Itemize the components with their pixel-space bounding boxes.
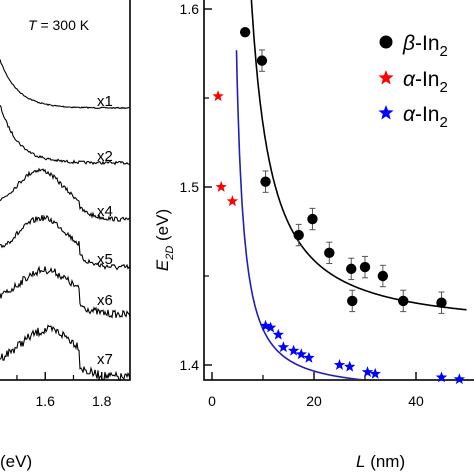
scale-factor-label: x1 [97,93,113,110]
right-y-axis-label: E2D (eV) [153,209,176,271]
alpha-in2-blue-point [303,351,315,363]
fit-curves [235,0,467,379]
beta-in2-point [324,247,335,259]
beta-in2-point [377,270,389,282]
spectrum-trace [0,167,131,223]
left-x-axis-label: (eV) [0,452,32,471]
scale-factor-label: x7 [97,351,113,368]
beta-in2-point [436,297,447,308]
left-panel: T = 300 K x1 x2 x4 x5 x6 x7 1.6 1.8 (eV) [0,0,131,471]
alpha-in2-blue-point [295,348,307,360]
right-y-tick-label: 1.6 [180,1,200,17]
beta-in2-point [398,295,409,307]
right-x-tick-label: 0 [208,393,216,409]
beta-in2-point [359,261,371,273]
spectrum-trace [0,324,131,382]
alpha-in2-blue-point [277,341,290,353]
data-points [212,26,466,385]
alpha-in2-blue-point [435,371,448,383]
spectrum-trace [0,104,131,166]
legend-label: α-In2 [403,68,448,96]
right-panel: 1.4 1.5 1.6 0 20 40 E2D (eV) L (nm) β-In2 α-In… [153,0,474,471]
left-x-ticks: 1.6 1.8 [16,372,112,409]
alpha-in2-blue-point [361,366,374,377]
right-x-tick-label: 20 [306,393,322,409]
scale-factor-label: x6 [97,292,113,309]
fit-curve-blue [235,50,362,379]
legend: β-In2 α-In2 α-In2 [378,32,448,131]
alpha-in2-blue-point [333,359,346,370]
alpha-in2-red-point [215,181,227,192]
left-x-tick-label: 1.6 [35,393,55,409]
alpha-in2-blue-point [287,344,300,356]
beta-in2-point [260,176,271,187]
temperature-annotation: T = 300 K [28,17,90,33]
left-traces: x1 x2 x4 x5 x6 x7 [0,59,131,382]
legend-marker-star [378,70,394,85]
alpha-in2-blue-point [453,373,466,385]
beta-in2-point [346,263,357,275]
legend-marker-star [378,105,394,120]
spectrum-trace [0,59,130,110]
beta-in2-point [307,213,318,225]
spectrum-trace [0,214,131,271]
right-x-axis-label: L (nm) [356,452,405,471]
legend-label: α-In2 [403,103,448,131]
right-y-tick-label: 1.4 [180,357,200,373]
alpha-in2-red-point [226,195,239,207]
beta-in2-point [256,55,268,66]
right-axis-ticks: 1.4 1.5 1.6 0 20 40 [180,1,424,409]
fit-curve-black [250,0,467,311]
scale-factor-label: x2 [97,148,113,165]
alpha-in2-blue-point [259,319,272,331]
alpha-in2-blue-point [272,328,284,340]
alpha-in2-red-point [212,90,224,102]
legend-label: β-In2 [402,32,448,60]
beta-in2-point [347,295,358,307]
left-x-tick-label: 1.8 [92,393,112,409]
spectrum-trace [0,265,131,319]
alpha-in2-blue-point [344,360,356,372]
alpha-in2-blue-point [369,367,381,379]
scale-factor-label: x5 [97,251,113,268]
scale-factor-label: x4 [97,203,113,220]
right-y-tick-label: 1.5 [180,179,200,195]
right-x-tick-label: 40 [408,393,424,409]
beta-in2-point [239,26,251,38]
beta-in2-point [293,229,304,241]
legend-marker-circle [379,35,393,49]
right-plot-frame [203,0,474,381]
alpha-in2-blue-point [264,321,277,333]
left-plot-frame [0,0,131,381]
